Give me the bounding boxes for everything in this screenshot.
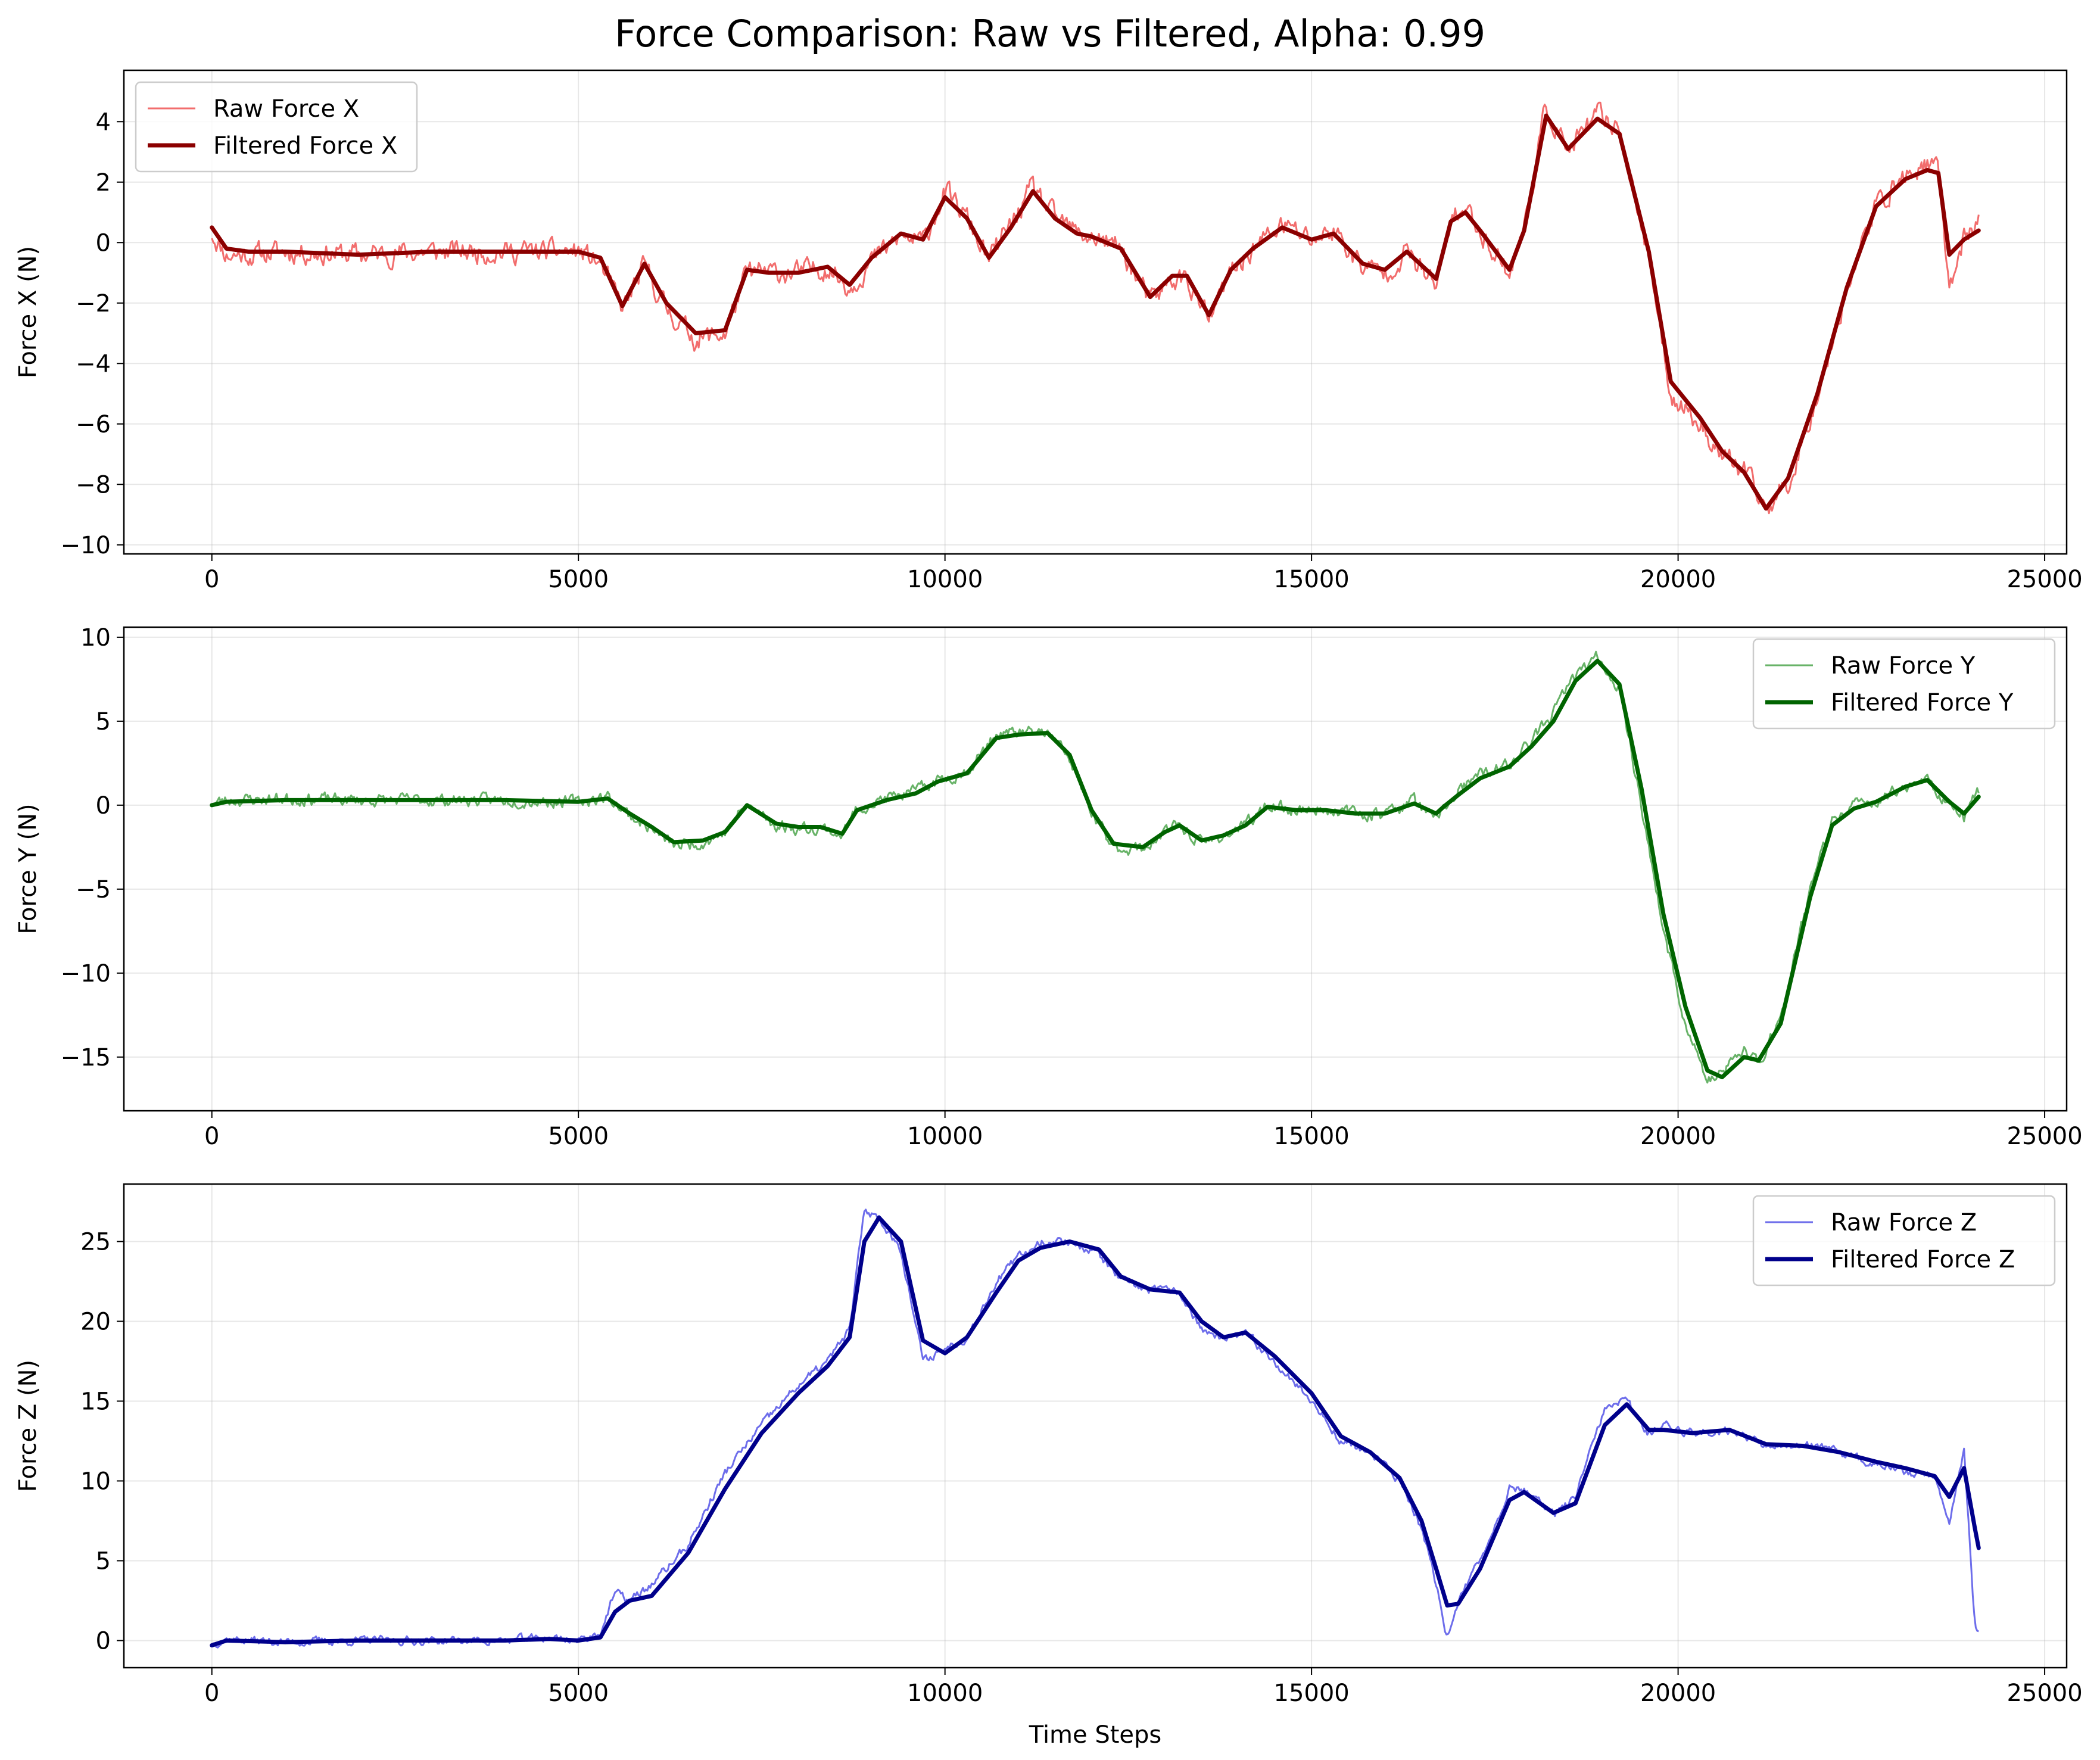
x-tick-label: 0 [204, 1680, 219, 1707]
x-tick-label: 10000 [907, 566, 983, 593]
legend-label: Raw Force Z [1831, 1209, 1977, 1236]
legend-label: Raw Force Y [1831, 652, 1976, 680]
x-tick-label: 20000 [1640, 566, 1716, 593]
x-tick-label: 0 [204, 566, 219, 593]
legend: Raw Force X Filtered Force X [135, 81, 418, 173]
axes-frame [123, 1183, 2068, 1669]
y-tick-label: −15 [61, 1044, 111, 1071]
x-tick-label: 15000 [1274, 1123, 1350, 1150]
y-tick-label: 20 [80, 1308, 111, 1335]
x-tick-label: 10000 [907, 1123, 983, 1150]
figure-title: Force Comparison: Raw vs Filtered, Alpha… [615, 12, 1485, 55]
legend-box [1752, 1195, 2056, 1286]
y-tick-label: 2 [96, 169, 111, 197]
y-tick-label: 25 [80, 1228, 111, 1256]
x-tick-label: 15000 [1274, 566, 1350, 593]
subplot-force-x: 0 5000 10000 15000 20000 25000 −10 −8 −6 −4 −2 0 2 4 F… [14, 69, 2083, 593]
x-axis-label: Time Steps [1029, 1721, 1162, 1749]
x-tick-label: 15000 [1274, 1680, 1350, 1707]
y-axis-label: Force Y (N) [14, 803, 42, 934]
legend-label: Raw Force X [213, 95, 359, 123]
series-line-raw [211, 101, 1980, 515]
x-tick-label: 25000 [2006, 566, 2082, 593]
x-tick-label: 0 [204, 1123, 219, 1150]
y-tick-label: 10 [80, 1468, 111, 1495]
axes-frame [123, 626, 2068, 1112]
x-tick-label: 25000 [2006, 1680, 2082, 1707]
y-tick-label: 0 [96, 792, 111, 820]
y-tick-label: 4 [96, 108, 111, 136]
y-tick-label: −4 [76, 350, 111, 378]
y-tick-label: 15 [80, 1388, 111, 1415]
y-tick-label: −2 [76, 290, 111, 317]
subplot-force-z: 0 5000 10000 15000 20000 25000 0 5 10 15 20 25 Force… [14, 1183, 2083, 1749]
y-tick-label: −10 [61, 960, 111, 988]
legend: Raw Force Y Filtered Force Y [1752, 638, 2056, 730]
x-tick-label: 10000 [907, 1680, 983, 1707]
y-tick-label: −10 [61, 532, 111, 559]
y-axis-label: Force Z (N) [14, 1360, 42, 1492]
y-tick-label: 5 [96, 708, 111, 736]
y-tick-label: 0 [96, 1627, 111, 1655]
series-group [210, 650, 1981, 1084]
axes-frame [123, 69, 2068, 555]
axes-root: 0 5000 10000 15000 20000 25000−10−8−6−4−2024F… [14, 69, 2083, 1749]
series-group [210, 101, 1981, 515]
x-tick-label: 20000 [1640, 1123, 1716, 1150]
legend-label: Filtered Force Y [1831, 689, 2014, 717]
x-tick-label: 5000 [548, 1680, 609, 1707]
x-tick-label: 25000 [2006, 1123, 2082, 1150]
y-tick-label: 10 [80, 624, 111, 652]
y-tick-label: −5 [76, 876, 111, 904]
y-tick-label: −8 [76, 471, 111, 499]
y-tick-label: −6 [76, 411, 111, 438]
legend-box [135, 81, 418, 173]
legend-label: Filtered Force X [213, 132, 397, 160]
series-line-filtered [210, 658, 1981, 1080]
y-tick-label: 5 [96, 1547, 111, 1575]
x-tick-label: 5000 [548, 566, 609, 593]
series-line-filtered [210, 1215, 1981, 1647]
series-group [210, 1208, 1981, 1649]
legend: Raw Force Z Filtered Force Z [1752, 1195, 2056, 1286]
y-axis-label: Force X (N) [14, 246, 42, 378]
x-tick-label: 5000 [548, 1123, 609, 1150]
legend-box [1752, 638, 2056, 730]
y-tick-label: 0 [96, 229, 111, 257]
subplot-force-y: 0 5000 10000 15000 20000 25000 −15 −10 −5 0 5 10 For… [14, 624, 2083, 1150]
x-tick-label: 20000 [1640, 1680, 1716, 1707]
legend-label: Filtered Force Z [1831, 1246, 2015, 1273]
series-line-filtered [210, 113, 1981, 511]
